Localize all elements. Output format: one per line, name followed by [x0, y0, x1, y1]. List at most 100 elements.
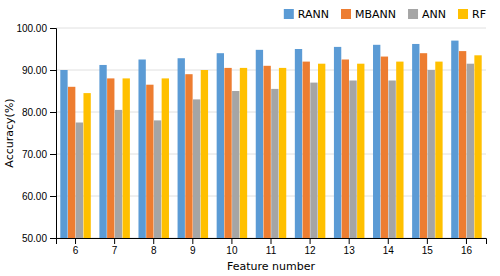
y-tick: 90.00 — [22, 65, 56, 76]
y-axis-title: Accuracy(%) — [3, 98, 16, 167]
tick-label: 60.00 — [22, 191, 47, 202]
axis-domain — [50, 29, 57, 239]
tick-mark — [231, 238, 232, 244]
tick-label: 7 — [112, 245, 118, 256]
bar — [83, 93, 90, 238]
bar — [162, 78, 169, 238]
x-tick: 8 — [151, 238, 157, 256]
bar — [451, 41, 458, 238]
bar — [388, 81, 395, 239]
bar — [201, 70, 208, 238]
tick-label: 90.00 — [22, 65, 47, 76]
bar — [263, 66, 270, 238]
tick-label: 12 — [305, 245, 317, 256]
bar — [240, 68, 247, 238]
x-axis: 6 7 8 9 10 11 12 13 14 15 16 — [57, 238, 487, 256]
bar-series — [68, 51, 466, 238]
legend-item: ANN — [408, 8, 446, 21]
tick-label: 13 — [344, 245, 356, 256]
bar-series — [76, 64, 474, 238]
tick-mark — [349, 238, 350, 244]
tick-mark — [75, 238, 76, 244]
bar — [115, 110, 122, 238]
bar — [428, 70, 435, 238]
bar — [334, 47, 341, 238]
bars — [60, 41, 481, 238]
x-tick: 13 — [344, 238, 356, 256]
x-tick: 6 — [73, 238, 79, 256]
bar — [396, 62, 403, 238]
tick-mark — [388, 238, 389, 244]
bar — [435, 62, 442, 238]
y-tick: 80.00 — [22, 107, 56, 118]
bar — [303, 62, 310, 238]
tick-label: 15 — [422, 245, 434, 256]
bar — [474, 55, 481, 238]
legend-label: RANN — [298, 8, 329, 21]
bar — [99, 65, 106, 238]
legend-item: RF — [458, 8, 486, 21]
bar — [256, 50, 263, 238]
axis-domain — [57, 239, 487, 245]
x-tick: 14 — [383, 238, 395, 256]
bar — [193, 99, 200, 238]
grid — [56, 28, 486, 238]
tick-mark — [50, 238, 56, 239]
x-axis-title: Feature number — [227, 260, 315, 273]
tick-mark — [50, 154, 56, 155]
bar — [68, 87, 75, 238]
bar — [178, 58, 185, 238]
tick-label: 11 — [266, 245, 277, 256]
grid-line — [56, 28, 486, 29]
legend-label: RF — [472, 8, 486, 21]
tick-mark — [50, 70, 56, 71]
y-axis: 50.00 60.00 70.00 80.00 90.00 100.00 — [16, 23, 56, 244]
tick-mark — [310, 238, 311, 244]
bar — [76, 123, 83, 239]
chart: 6 7 8 9 10 11 12 13 14 15 16 50.00 60.00 70.00 80.00 90… — [0, 0, 500, 276]
bar — [154, 120, 161, 238]
legend-label: MBANN — [355, 8, 396, 21]
bar — [342, 60, 349, 239]
tick-label: 6 — [73, 245, 79, 256]
tick-mark — [466, 238, 467, 244]
tick-mark — [192, 238, 193, 244]
bar — [271, 89, 278, 238]
legend-swatch — [458, 9, 468, 19]
bar — [310, 83, 317, 238]
x-tick: 11 — [266, 238, 277, 256]
tick-label: 100.00 — [16, 23, 47, 34]
tick-mark — [50, 112, 56, 113]
y-tick: 70.00 — [22, 149, 56, 160]
legend-item: MBANN — [341, 8, 396, 21]
bar — [357, 64, 364, 238]
legend-swatch — [341, 9, 351, 19]
tick-mark — [427, 238, 428, 244]
bar — [295, 49, 302, 238]
bar — [459, 51, 466, 238]
y-tick: 50.00 — [22, 233, 56, 244]
tick-label: 10 — [226, 245, 238, 256]
plot: 6 7 8 9 10 11 12 13 14 15 16 50.00 60.00 70.00 80.00 90… — [16, 23, 486, 256]
legend-swatch — [284, 9, 294, 19]
bar — [279, 68, 286, 238]
bar-series — [60, 41, 458, 238]
bar — [373, 45, 380, 238]
bar — [349, 81, 356, 239]
tick-mark — [50, 28, 56, 29]
bar — [185, 74, 192, 238]
legend-item: RANN — [284, 8, 329, 21]
bar — [412, 44, 419, 238]
bar — [146, 85, 153, 238]
x-tick: 16 — [461, 238, 473, 256]
tick-label: 80.00 — [22, 107, 47, 118]
bar — [224, 68, 231, 238]
bar-series — [83, 55, 481, 238]
bar — [467, 64, 474, 238]
tick-mark — [271, 238, 272, 244]
bar — [60, 70, 67, 238]
tick-label: 14 — [383, 245, 395, 256]
legend-swatch — [408, 9, 418, 19]
tick-label: 16 — [461, 245, 473, 256]
x-tick: 9 — [190, 238, 196, 256]
